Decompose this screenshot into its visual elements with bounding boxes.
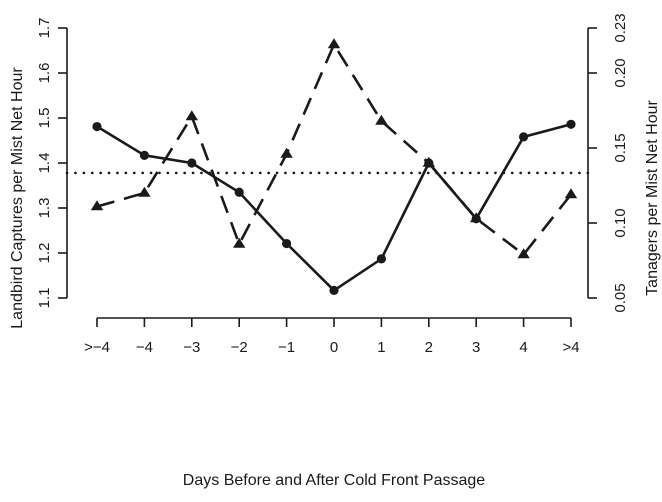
x-tick-label: >4 <box>562 339 579 356</box>
right-tick-label: 0.05 <box>612 283 629 312</box>
series-group <box>90 38 578 295</box>
right-axis: 0.05 0.10 0.15 0.20 0.23 <box>587 13 629 313</box>
tanager-point <box>422 156 435 167</box>
right-tick-label: 0.10 <box>612 208 629 237</box>
x-tick-label: 4 <box>519 339 527 356</box>
tanager-point <box>280 147 293 158</box>
landbird-point <box>519 132 529 142</box>
left-axis-title: Landbird Captures per Mist Net Hour <box>9 67 26 329</box>
left-tick-label: 1.7 <box>36 18 53 39</box>
left-tick-label: 1.6 <box>36 63 53 84</box>
tanager-point <box>327 38 341 49</box>
landbird-series-line <box>96 123 572 292</box>
landbird-point <box>139 150 149 160</box>
right-tick-label: 0.15 <box>612 133 629 162</box>
right-tick-label: 0.23 <box>612 13 629 42</box>
x-axis: >−4 −4 −3 −2 −1 0 1 2 3 4 >4 <box>84 317 580 356</box>
left-tick-label: 1.5 <box>36 108 53 129</box>
x-tick-label: 0 <box>330 339 338 356</box>
x-tick-label: −3 <box>183 339 200 356</box>
landbird-point <box>92 121 102 132</box>
left-tick-label: 1.2 <box>36 243 53 264</box>
x-tick-label: −2 <box>231 339 248 356</box>
x-tick-label: 1 <box>377 339 385 356</box>
tanager-point <box>375 114 388 125</box>
tanager-point <box>138 186 151 197</box>
left-tick-label: 1.1 <box>36 288 53 309</box>
x-tick-label: 3 <box>472 339 480 356</box>
tanager-point <box>90 200 104 211</box>
x-tick-label: >−4 <box>84 339 110 356</box>
x-tick-label: −1 <box>278 339 295 356</box>
x-tick-label: 2 <box>425 339 433 356</box>
x-axis-title: Days Before and After Cold Front Passage <box>183 472 485 489</box>
tanager-point <box>470 212 483 223</box>
landbird-point <box>376 254 386 264</box>
left-axis: 1.1 1.2 1.3 1.4 1.5 1.6 1.7 <box>36 18 68 309</box>
tanager-point <box>564 188 578 199</box>
tanager-point <box>185 110 198 121</box>
right-tick-label: 0.20 <box>612 58 629 87</box>
right-axis-title: Tanagers per Mist Net Hour <box>644 100 661 296</box>
landbird-point <box>566 119 576 129</box>
tanager-point <box>517 248 530 259</box>
landbird-point <box>282 238 292 249</box>
landbird-point <box>234 187 244 197</box>
landbird-point <box>187 158 197 168</box>
x-tick-label: −4 <box>136 339 153 356</box>
tanager-point <box>233 237 246 248</box>
left-tick-label: 1.3 <box>36 198 53 219</box>
tanager-series-line <box>96 43 573 256</box>
landbird-point <box>329 285 339 295</box>
left-tick-label: 1.4 <box>36 153 53 174</box>
